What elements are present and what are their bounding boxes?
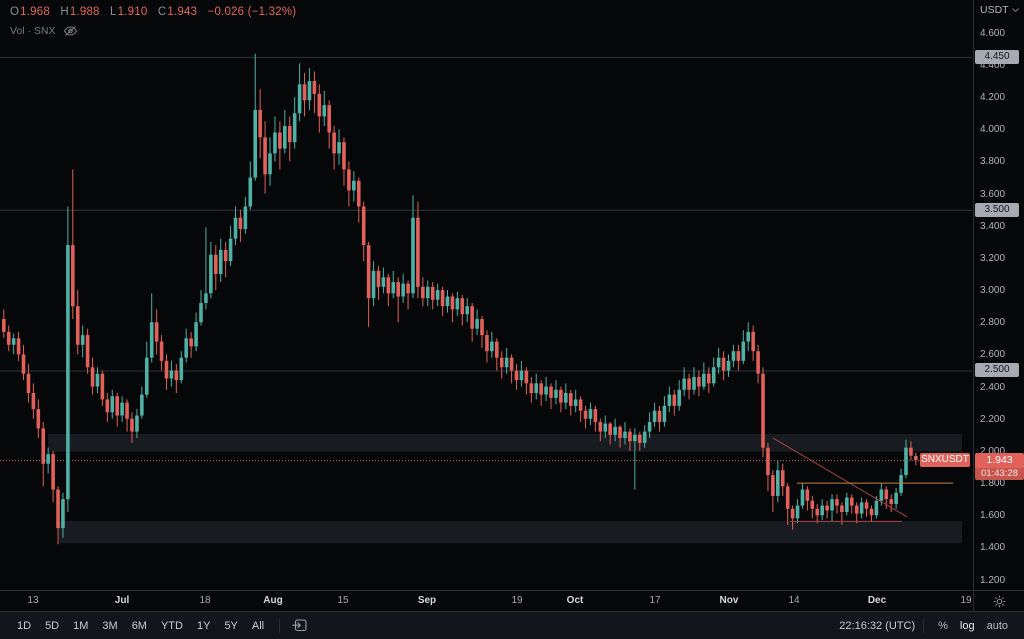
candlestick-chart[interactable] — [0, 0, 972, 590]
price-tick-label: 3.000 — [980, 285, 1006, 297]
chart-plot[interactable]: O1.968 H1.988 L1.910 C1.943 −0.026 (−1.3… — [0, 0, 972, 590]
price-axis[interactable]: USDT 4.600 4.400 4.200 4.000 3.800 3.600 3.400… — [973, 0, 1024, 611]
price-level-badge: 3.500 — [975, 202, 1019, 217]
time-tick-day: 15 — [337, 595, 349, 606]
bar-countdown: 01:43:28 — [975, 468, 1024, 481]
descending-trendline — [772, 437, 908, 518]
range-button-5y[interactable]: 5Y — [224, 619, 238, 632]
price-tick-label: 2.200 — [980, 413, 1006, 425]
range-button-3m[interactable]: 3M — [102, 619, 118, 632]
last-price-value: 1.943 — [975, 453, 1024, 469]
axis-settings-corner[interactable] — [973, 590, 1024, 612]
bottom-toolbar: 1D 5D 1M 3M 6M YTD 1Y 5Y All 22:16:32 (UTC) % log… — [0, 611, 1024, 639]
scale-button-auto[interactable]: auto — [986, 619, 1008, 632]
price-tick-label: 3.800 — [980, 156, 1006, 168]
go-to-date-button[interactable] — [288, 617, 311, 634]
time-tick-day: 19 — [511, 595, 523, 606]
range-buttons: 1D 5D 1M 3M 6M YTD 1Y 5Y All — [10, 617, 271, 635]
price-level-badge: 4.450 — [975, 49, 1019, 64]
ohlc-legend: O1.968 H1.988 L1.910 C1.943 −0.026 (−1.3… — [10, 6, 296, 18]
clock-timezone-button[interactable]: 22:16:32 (UTC) — [839, 619, 916, 632]
price-tick-label: 1.800 — [980, 478, 1006, 490]
indicator-row: Vol · SNX — [10, 25, 296, 37]
time-tick-day: 17 — [649, 595, 661, 606]
chevron-down-icon — [1011, 8, 1019, 12]
close-label: C — [157, 6, 167, 18]
toolbar-divider — [279, 618, 281, 633]
range-button-all[interactable]: All — [251, 619, 265, 632]
price-tick-label: 2.600 — [980, 349, 1006, 361]
price-tick-label: 3.400 — [980, 220, 1006, 232]
indicator-label: Vol · SNX — [10, 25, 56, 37]
price-tick-label: 2.000 — [980, 445, 1006, 457]
currency-selector[interactable]: USDT — [980, 4, 1019, 16]
price-tick-label: 4.200 — [980, 92, 1006, 104]
price-tick-label: 4.000 — [980, 124, 1006, 136]
range-button-1m[interactable]: 1M — [73, 619, 89, 632]
symbol-price-tag: SNXUSDT — [920, 453, 970, 468]
price-tick-label: 3.200 — [980, 252, 1006, 264]
time-tick-day: 18 — [199, 595, 211, 606]
open-value: 1.968 — [20, 6, 50, 18]
high-label: H — [60, 6, 69, 18]
time-tick-day: 19 — [960, 595, 972, 606]
price-tick-label: 1.200 — [980, 574, 1006, 586]
price-tick-label: 3.600 — [980, 188, 1006, 200]
price-level-badge: 2.500 — [975, 363, 1019, 378]
scale-buttons: % log auto — [932, 617, 1014, 635]
visibility-eye-icon[interactable] — [63, 25, 78, 37]
change-value: −0.026 (−1.32%) — [207, 6, 297, 18]
time-tick-day: 14 — [788, 595, 800, 606]
legend: O1.968 H1.988 L1.910 C1.943 −0.026 (−1.3… — [10, 6, 296, 37]
time-axis[interactable]: 13 Jul 18 Aug 15 Sep 19 Oct 17 Nov 14 Dec 19 — [0, 590, 973, 612]
toolbar-divider — [923, 618, 925, 633]
range-button-6m[interactable]: 6M — [131, 619, 147, 632]
gear-icon[interactable] — [993, 595, 1006, 608]
price-tick-label: 4.400 — [980, 59, 1006, 71]
range-button-5d[interactable]: 5D — [45, 619, 60, 632]
price-tick-label: 2.400 — [980, 381, 1006, 393]
high-value: 1.988 — [69, 6, 100, 18]
time-tick-month: Aug — [263, 595, 283, 606]
time-tick-month: Dec — [867, 595, 887, 606]
supply-demand-zone — [59, 520, 962, 544]
range-button-ytd[interactable]: YTD — [160, 619, 183, 632]
open-label: O — [10, 6, 20, 18]
time-tick-month: Sep — [417, 595, 437, 606]
range-button-1d[interactable]: 1D — [17, 619, 32, 632]
time-tick-month: Jul — [114, 595, 130, 606]
scale-button-percent[interactable]: % — [938, 619, 948, 632]
supply-demand-zone — [48, 434, 962, 452]
price-tick-label: 4.600 — [980, 27, 1006, 39]
low-value: 1.910 — [117, 6, 148, 18]
go-to-date-icon — [292, 619, 307, 632]
scale-button-log[interactable]: log — [959, 619, 975, 632]
last-price-badge: 1.943 01:43:28 — [975, 453, 1024, 481]
close-value: 1.943 — [167, 6, 198, 18]
price-tick-label: 2.800 — [980, 317, 1006, 329]
time-tick-month: Oct — [566, 595, 584, 606]
time-tick-day: 13 — [27, 595, 39, 606]
low-label: L — [110, 6, 117, 18]
time-tick-month: Nov — [719, 595, 739, 606]
price-tick-label: 1.600 — [980, 510, 1006, 522]
range-button-1y[interactable]: 1Y — [196, 619, 211, 632]
currency-label: USDT — [980, 4, 1009, 16]
price-tick-label: 1.400 — [980, 542, 1006, 554]
